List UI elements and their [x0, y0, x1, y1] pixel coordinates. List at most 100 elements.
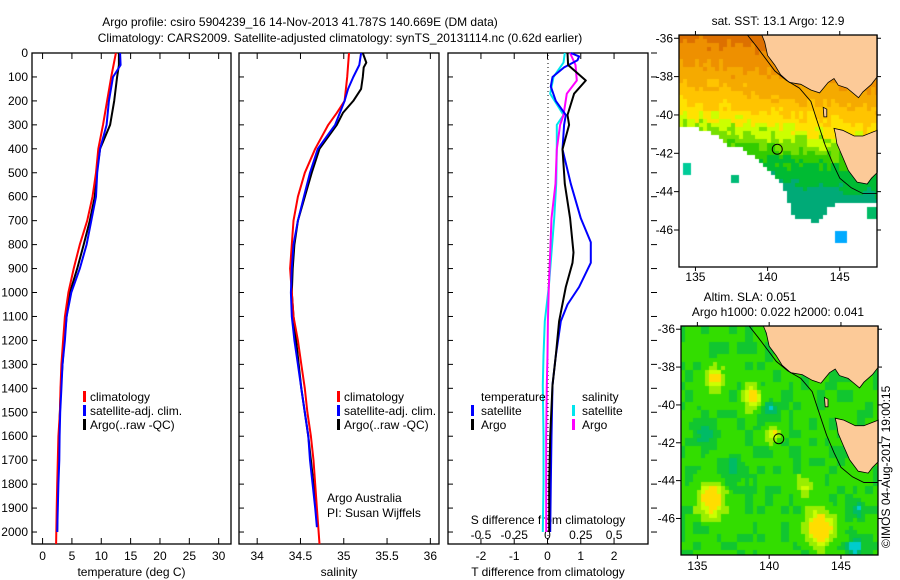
lon-tick-label: 135 [685, 270, 705, 284]
zero-line-dot [547, 195, 549, 196]
depth-tick-label: 1300 [1, 357, 28, 371]
zero-line-dot [547, 395, 549, 396]
s-axis-label: S difference from climatology [471, 513, 626, 527]
maps: -36 -38 -40 -42 -44 -46 135 140 145 -36 -38 -40 -42 -… [656, 31, 882, 573]
zero-line-dot [547, 219, 549, 220]
zero-line-dot [547, 243, 549, 244]
s-tick-label: -0.5 [471, 528, 492, 542]
depth-tick-label: 200 [8, 94, 28, 108]
zero-line-dot [547, 427, 549, 428]
zero-line-dot [547, 503, 549, 504]
zero-line-dot [547, 443, 549, 444]
depth-tick-label: 1000 [1, 286, 28, 300]
zero-line-dot [547, 415, 549, 416]
zero-line-dot [547, 179, 549, 180]
land-king-island [823, 396, 829, 408]
depth-tick-label: 2000 [1, 525, 28, 539]
depth-tick-label: 1800 [1, 477, 28, 491]
land-tasmania [833, 127, 878, 185]
zero-line-dot [547, 499, 549, 500]
zero-line-dot [547, 95, 549, 96]
zero-line-dot [547, 143, 549, 144]
lon-tick-label: 145 [830, 270, 850, 284]
zero-line-dot [547, 55, 549, 56]
sla-map-title-line2: Argo h1000: 0.022 h2000: 0.041 [692, 305, 864, 319]
zero-line-dot [547, 215, 549, 216]
zero-line-dot [547, 87, 549, 88]
legend-swatch-satellite [337, 405, 340, 416]
x-tick-label: 5 [69, 549, 76, 563]
difference-legend: temperature salinity satellite Argo sate… [471, 390, 623, 432]
x-tick-label: 0 [39, 549, 46, 563]
zero-line-dot [547, 419, 549, 420]
x-tick-label: 34.5 [289, 549, 313, 563]
lat-tick-label: -36 [656, 31, 674, 45]
profile-line-salinity-argo [545, 52, 578, 532]
profile-line-climatology [289, 52, 350, 545]
x-tick-label: 36 [424, 549, 438, 563]
legend-heading-salinity: salinity [582, 390, 619, 404]
zero-line-dot [547, 387, 549, 388]
legend-swatch-argo [337, 419, 340, 430]
depth-tick-label: 1400 [1, 381, 28, 395]
credit-line2: PI: Susan Wijffels [327, 506, 421, 520]
zero-line-dot [547, 235, 549, 236]
zero-line-dot [547, 231, 549, 232]
depth-tick-label: 1500 [1, 405, 28, 419]
legend-swatch-t-satellite [471, 405, 474, 416]
panel-frame-2 [238, 52, 440, 545]
zero-line-dot [547, 79, 549, 80]
lon-tick-label: 140 [759, 559, 779, 573]
legend-label-t-argo: Argo [481, 418, 507, 432]
zero-line-dot [547, 59, 549, 60]
zero-line-dot [547, 519, 549, 520]
s-tick-label: 0.5 [606, 528, 623, 542]
depth-tick-label: 900 [8, 262, 28, 276]
s-tick-label: 0 [544, 528, 551, 542]
isobath-line [747, 34, 878, 195]
x-tick-label: 25 [183, 549, 197, 563]
temperature-legend: climatology satellite-adj. clim. Argo(..… [83, 390, 182, 432]
x-tick-label: 34 [251, 549, 265, 563]
zero-line-dot [547, 139, 549, 140]
zero-line-dot [547, 487, 549, 488]
legend-label-climatology: climatology [344, 390, 404, 404]
zero-line-dot [547, 127, 549, 128]
zero-line-dot [547, 403, 549, 404]
zero-line-dot [547, 175, 549, 176]
s-tick-label: 0.25 [569, 528, 593, 542]
zero-line-dot [547, 171, 549, 172]
legend-swatch-satellite [83, 405, 86, 416]
lat-tick-label: -42 [656, 146, 674, 160]
zero-line-dot [547, 223, 549, 224]
x-tick-label: 1 [577, 549, 584, 563]
argo-position-marker [771, 143, 783, 155]
zero-line-dot [547, 63, 549, 64]
legend-swatch-s-satellite [572, 405, 575, 416]
lon-tick-label: 140 [758, 270, 778, 284]
profile-line-argo-raw-qc- [56, 53, 120, 533]
depth-tick-label: 1100 [2, 309, 28, 323]
land-king-island [822, 106, 828, 118]
zero-line-dot [547, 187, 549, 188]
lat-tick-label: -44 [658, 474, 676, 488]
lat-tick-label: -46 [656, 223, 674, 237]
isobath-line [748, 325, 879, 483]
zero-line-dot [547, 75, 549, 76]
zero-line-dot [547, 539, 549, 540]
zero-line-dot [547, 383, 549, 384]
argo-position-marker [773, 433, 785, 445]
zero-line-dot [547, 407, 549, 408]
zero-line-dot [547, 471, 549, 472]
legend-heading-temperature: temperature [481, 390, 546, 404]
zero-line-dot [547, 207, 549, 208]
zero-line-dot [547, 411, 549, 412]
x-tick-label: 30 [212, 549, 226, 563]
zero-line-dot [547, 255, 549, 256]
zero-line-dot [547, 71, 549, 72]
profile-line-satellite-adj-clim- [289, 52, 363, 528]
zero-line-dot [547, 491, 549, 492]
zero-line-dot [547, 483, 549, 484]
zero-line-dot [547, 239, 549, 240]
